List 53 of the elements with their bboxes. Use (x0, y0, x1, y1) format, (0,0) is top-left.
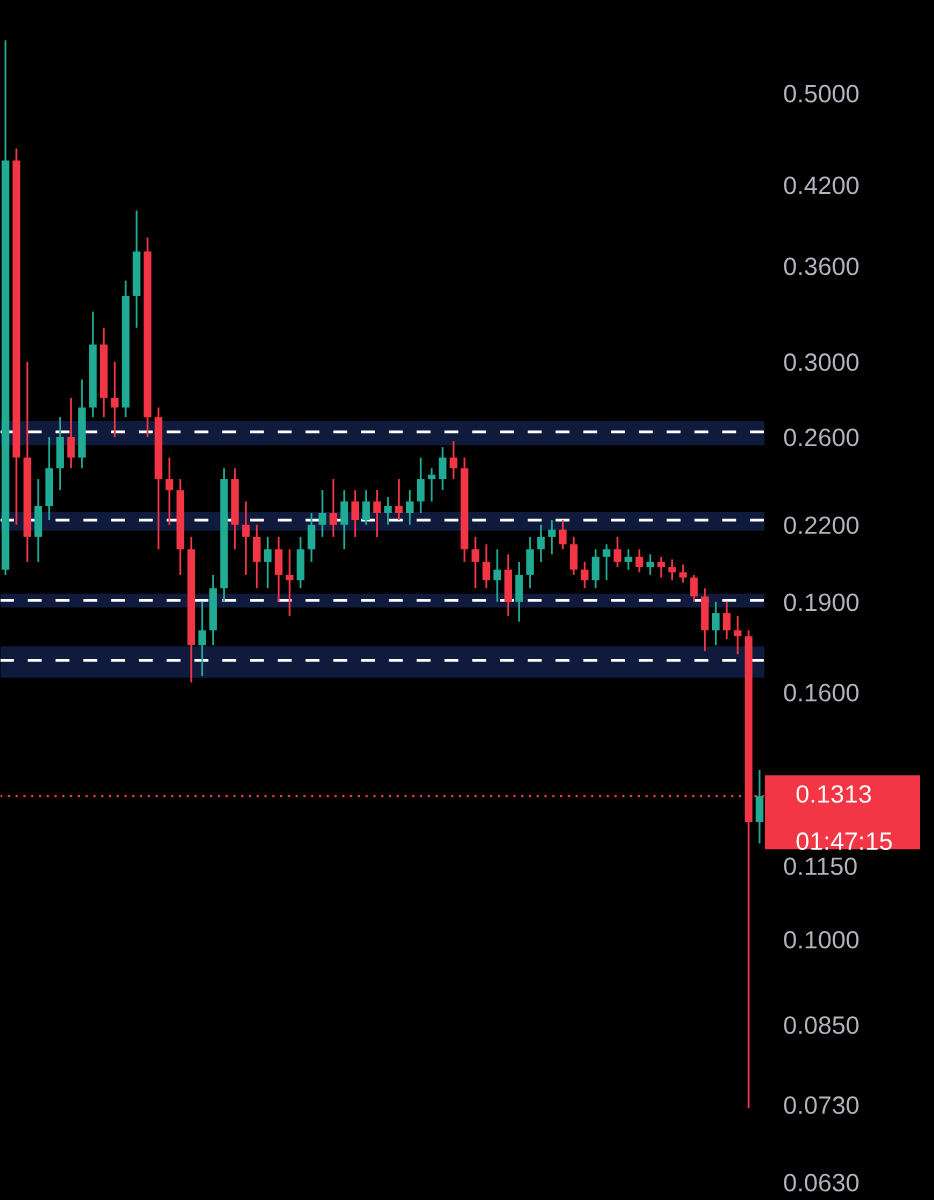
candlestick (373, 489, 381, 538)
candlestick (165, 456, 174, 526)
candlestick (263, 535, 272, 590)
y-tick-label: 0.0850 (784, 1016, 859, 1035)
y-tick-label: 0.0630 (784, 1173, 859, 1192)
candlestick (537, 523, 545, 563)
candlestick (548, 519, 556, 556)
candlestick (384, 495, 392, 526)
y-tick-label: 0.5000 (784, 84, 859, 103)
candlestick (690, 573, 698, 603)
candlestick (668, 558, 676, 582)
candlestick (482, 543, 491, 590)
y-tick-label: 0.1900 (784, 593, 859, 612)
candlestick (559, 519, 567, 551)
candlestick (416, 456, 425, 514)
candlestick (712, 600, 720, 647)
candlestick (242, 500, 250, 576)
y-tick-label: 0.4200 (784, 176, 859, 195)
candlestick (733, 614, 742, 656)
y-tick-label: 0.1150 (784, 857, 857, 876)
candlestick (591, 548, 600, 590)
candlestick (67, 397, 75, 470)
candlestick (602, 543, 611, 582)
y-tick-label: 0.2600 (784, 428, 859, 447)
y-tick-label: 0.1000 (784, 930, 859, 949)
candlestick (351, 489, 359, 538)
candlestick (722, 600, 731, 641)
candlestick (657, 555, 665, 579)
candlestick (340, 489, 349, 551)
candlestick (438, 446, 447, 492)
candlestick (395, 478, 403, 521)
candlestick (362, 489, 370, 526)
y-tick-label: 0.1600 (784, 683, 859, 702)
candlestick (679, 563, 687, 584)
candlestick (493, 548, 502, 603)
candlestick (329, 478, 338, 538)
candlestick (427, 467, 436, 503)
candlestick (646, 553, 655, 576)
y-tick-label: 0.2200 (784, 516, 859, 535)
candlestick (110, 360, 119, 438)
candlestick (198, 600, 206, 677)
ref-line-label: 0.1313 (796, 785, 871, 803)
y-tick-label: 0.0730 (784, 1096, 859, 1115)
candlestick (580, 561, 589, 590)
candlestick (471, 535, 480, 590)
y-tick-label: 0.3600 (784, 257, 859, 276)
candlestick (613, 535, 622, 568)
y-tick-label: 0.3000 (784, 353, 859, 372)
candlestick (624, 548, 633, 571)
candlestick (318, 489, 327, 538)
text: 01:47:15 (796, 832, 892, 851)
candlestick (635, 548, 644, 574)
candlestick (406, 489, 414, 526)
